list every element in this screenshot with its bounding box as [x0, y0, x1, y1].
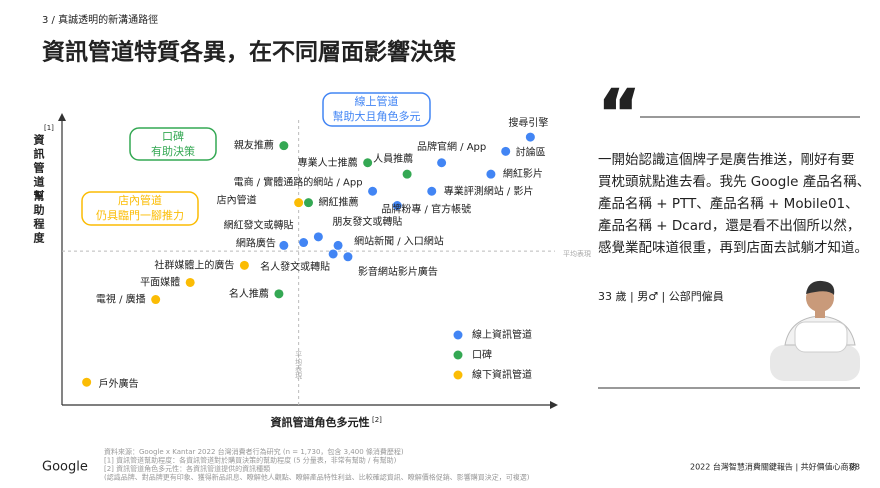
point-label: 網紅推薦: [319, 196, 359, 209]
point-label: 名人發文或轉貼: [260, 260, 330, 273]
data-point: [486, 169, 496, 179]
reference-label: 平均表現: [563, 249, 591, 258]
data-point: [82, 377, 92, 387]
data-point: [328, 249, 338, 259]
x-axis-label: 資訊管道角色多元性: [271, 415, 370, 429]
point-label: 朋友發文或轉貼: [332, 215, 402, 228]
data-point: [363, 158, 373, 168]
breadcrumb: 3 / 真誠透明的新溝通路徑: [42, 13, 158, 26]
quote-line: 產品名稱 + PTT、產品名稱 + Mobile01、: [598, 195, 859, 212]
footnote: (認識品牌、對品牌更有印象、獲得新品訊息、瞭解他人觀點、瞭解產品特性利益、比較確…: [104, 473, 530, 482]
quote-line: 買枕頭就點進去看。我先 Google 產品名稱、: [598, 173, 870, 190]
point-label: 網紅發文或轉貼: [224, 219, 294, 232]
point-label: 討論區: [516, 145, 546, 158]
annotation-text: 仍具臨門一腳推力: [96, 208, 184, 222]
annotation-box: [129, 127, 217, 161]
annotation-text: 線上管道: [355, 94, 399, 108]
point-label: 店內管道: [217, 194, 257, 207]
quote-line: 產品名稱 + Dcard，還是看不出個所以然，: [598, 217, 860, 234]
y-axis-label: 資訊管道幫助程度: [32, 133, 45, 246]
point-label: 網紅影片: [503, 167, 543, 180]
annotation-text: 有助決策: [151, 144, 195, 158]
annotation-text: 幫助大且角色多元: [333, 109, 421, 123]
point-label: 名人推薦: [229, 287, 269, 300]
y-axis-note: [1]: [44, 124, 54, 132]
footnote: [1] 資訊管道幫助程度：各資訊管道對於購買決策的幫助程度 (5 分量表，非常有…: [104, 456, 397, 465]
slide-title: 資訊管道特質各異，在不同層面影響決策: [42, 39, 457, 66]
data-point: [304, 198, 313, 208]
data-point: [279, 141, 289, 151]
annotation-text: 店內管道: [118, 193, 162, 207]
point-label: 平面媒體: [140, 276, 180, 288]
annotation-text: 口碑: [162, 130, 184, 143]
page-number: 28: [850, 463, 860, 472]
data-point: [525, 132, 535, 142]
data-point: [402, 169, 412, 179]
point-label: 影音網站影片廣告: [358, 265, 438, 278]
data-point: [392, 201, 402, 210]
point-label: 人員推薦: [373, 152, 413, 165]
data-point: [151, 295, 161, 305]
legend-swatch: [453, 350, 463, 360]
logo: Google: [42, 460, 88, 475]
quote-mark: “: [598, 78, 640, 152]
point-label: 專業評測網站 / 影片: [444, 184, 534, 197]
annotation-box: [81, 191, 199, 226]
legend-label: 口碑: [472, 348, 492, 361]
legend-label: 線上資訊管道: [472, 328, 532, 341]
data-point: [274, 289, 284, 299]
data-point: [437, 158, 447, 168]
data-point: [333, 240, 343, 250]
data-point: [501, 146, 511, 156]
data-point: [343, 252, 353, 262]
point-label: 電商 / 實體通路的網站 / App: [234, 175, 363, 188]
quote-line: 感覺業配味道很重，再到店面去試躺才知道。: [598, 239, 868, 256]
data-point: [427, 186, 437, 196]
x-axis-note: [2]: [372, 416, 382, 424]
data-point: [279, 240, 289, 250]
data-point: [313, 232, 323, 242]
point-label: 專業人士推薦: [298, 156, 358, 169]
x-axis-arrow: [550, 401, 558, 409]
point-label: 社群媒體上的廣告: [154, 258, 234, 271]
point-label: 戶外廣告: [99, 377, 139, 390]
legend-swatch: [453, 330, 463, 340]
data-point: [239, 260, 249, 270]
person-photo: [770, 280, 860, 381]
data-point: [185, 277, 195, 287]
report-name: 2022 台灣智慧消費關鍵報告 | 共好價值心商務: [690, 462, 857, 472]
person-info: 33 歲 | 男♂ | 公部門僱員: [598, 289, 724, 303]
legend-swatch: [453, 370, 463, 380]
y-axis-arrow: [58, 113, 66, 121]
point-label: 品牌粉專 / 官方帳號: [381, 203, 471, 216]
data-point: [294, 198, 304, 208]
reference-label: 平均表現: [295, 351, 303, 380]
data-point: [299, 238, 309, 248]
footnote: [2] 資訊管道角色多元性：各資訊管道提供的資訊種類: [104, 464, 270, 473]
footnotes: 資料來源：Google x Kantar 2022 台灣消費者行為研究 (n =…: [104, 447, 530, 482]
data-point: [368, 186, 378, 196]
point-label: 親友推薦: [234, 139, 274, 152]
point-label: 網路廣告: [236, 236, 276, 249]
point-label: 電視 / 廣播: [96, 293, 146, 306]
point-label: 搜尋引擎: [508, 116, 548, 129]
annotation-box: [322, 92, 431, 127]
point-label: 品牌官網 / App: [417, 140, 486, 153]
legend-label: 線下資訊管道: [472, 368, 532, 381]
quote-line: 一開始認識這個牌子是廣告推送，剛好有要: [598, 151, 855, 168]
point-label: 網站新聞 / 入口網站: [354, 234, 444, 247]
footnote: 資料來源：Google x Kantar 2022 台灣消費者行為研究 (n =…: [104, 447, 404, 456]
